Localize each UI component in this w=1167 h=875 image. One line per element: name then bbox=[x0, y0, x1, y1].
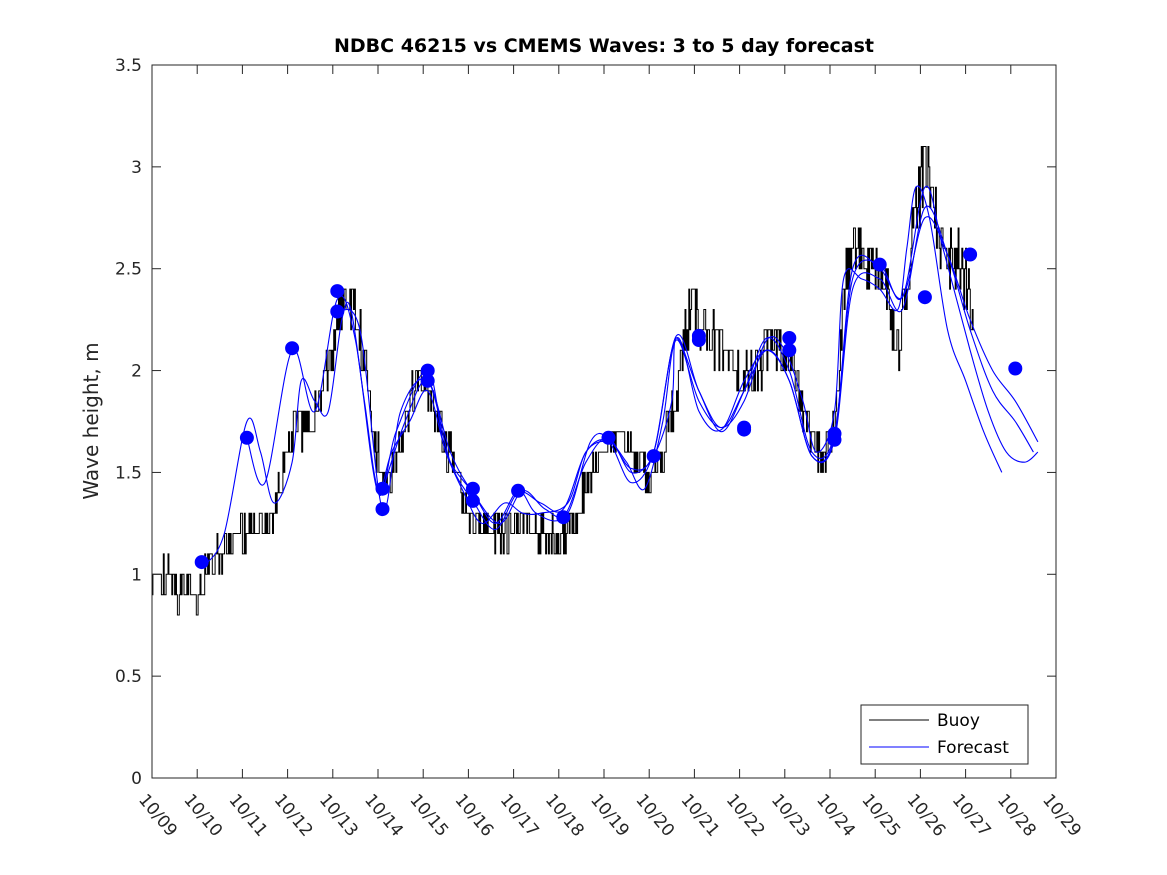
chart-title: NDBC 46215 vs CMEMS Waves: 3 to 5 day fo… bbox=[334, 35, 874, 57]
x-tick-label: 10/17 bbox=[496, 790, 543, 840]
forecast-marker bbox=[872, 257, 887, 272]
forecast-marker bbox=[420, 373, 435, 388]
forecast-marker bbox=[465, 481, 480, 496]
x-tick-label: 10/14 bbox=[360, 790, 407, 840]
x-tick-label: 10/20 bbox=[631, 790, 678, 840]
y-tick-label: 1 bbox=[131, 565, 142, 585]
x-tick-label: 10/24 bbox=[812, 790, 859, 840]
forecast-marker bbox=[827, 432, 842, 447]
legend: Buoy Forecast bbox=[860, 704, 1029, 765]
buoy-series bbox=[152, 146, 975, 616]
forecast-marker bbox=[239, 430, 254, 445]
forecast-marker bbox=[782, 343, 797, 358]
y-tick-label: 0.5 bbox=[115, 667, 142, 687]
y-axis-label: Wave height, m bbox=[79, 342, 103, 499]
forecast-marker bbox=[511, 483, 526, 498]
x-tick-label: 10/19 bbox=[586, 790, 633, 840]
axis-ticks bbox=[151, 64, 1057, 779]
x-tick-labels: 10/0910/1010/1110/1210/1310/1410/1510/16… bbox=[134, 790, 1085, 840]
forecast-marker bbox=[737, 422, 752, 437]
x-tick-label: 10/28 bbox=[993, 790, 1040, 840]
forecast-marker bbox=[917, 290, 932, 305]
x-tick-label: 10/26 bbox=[903, 790, 950, 840]
forecast-marker bbox=[375, 481, 390, 496]
forecast-marker bbox=[1008, 361, 1023, 376]
x-tick-label: 10/16 bbox=[451, 790, 498, 840]
forecast-marker bbox=[330, 284, 345, 299]
x-tick-label: 10/15 bbox=[405, 790, 452, 840]
x-tick-label: 10/10 bbox=[179, 790, 226, 840]
forecast-marker bbox=[465, 493, 480, 508]
x-tick-label: 10/22 bbox=[722, 790, 769, 840]
x-tick-label: 10/21 bbox=[677, 790, 724, 840]
x-tick-label: 10/13 bbox=[315, 790, 362, 840]
x-tick-label: 10/23 bbox=[767, 790, 814, 840]
forecast-marker bbox=[194, 555, 209, 570]
forecast-marker bbox=[285, 341, 300, 356]
y-tick-label: 3.5 bbox=[115, 56, 142, 76]
forecast-line-4 bbox=[381, 216, 1039, 524]
forecast-marker bbox=[963, 247, 978, 262]
legend-box bbox=[860, 704, 1029, 765]
x-tick-label: 10/12 bbox=[270, 790, 317, 840]
forecast-marker bbox=[691, 333, 706, 347]
x-tick-label: 10/29 bbox=[1038, 790, 1085, 840]
forecast-marker bbox=[556, 510, 571, 525]
y-tick-label: 2 bbox=[131, 362, 142, 382]
x-tick-label: 10/18 bbox=[541, 790, 588, 840]
x-tick-label: 10/09 bbox=[134, 790, 181, 840]
x-tick-label: 10/27 bbox=[948, 790, 995, 840]
legend-forecast-label: Forecast bbox=[937, 738, 1009, 758]
legend-buoy-label: Buoy bbox=[937, 711, 980, 731]
x-tick-label: 10/25 bbox=[857, 790, 904, 840]
y-tick-label: 0 bbox=[131, 769, 142, 789]
forecast-line-3 bbox=[336, 205, 1034, 531]
y-tick-label: 1.5 bbox=[115, 463, 142, 483]
forecast-marker bbox=[601, 430, 616, 445]
forecast-markers bbox=[194, 247, 1023, 570]
forecast-line-1 bbox=[205, 185, 1003, 565]
y-tick-label: 3 bbox=[131, 158, 142, 178]
y-tick-labels: 0 0.5 1 1.5 2 2.5 3 3.5 bbox=[115, 56, 142, 789]
x-tick-label: 10/11 bbox=[225, 790, 272, 840]
forecast-marker bbox=[646, 449, 661, 464]
forecast-marker bbox=[782, 331, 797, 345]
y-tick-label: 2.5 bbox=[115, 260, 142, 280]
forecast-marker bbox=[330, 304, 345, 319]
buoy-line bbox=[152, 146, 975, 616]
forecast-marker bbox=[375, 502, 390, 517]
